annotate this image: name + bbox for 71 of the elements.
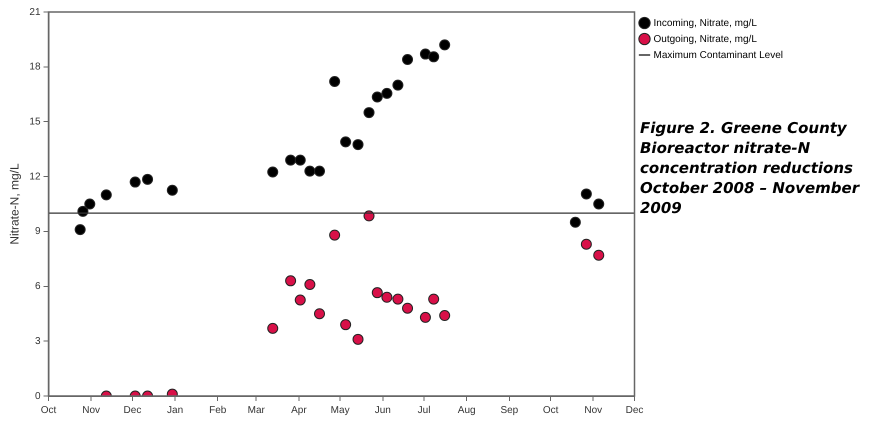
point	[580, 188, 592, 200]
x-tick-label: Apr	[291, 404, 308, 416]
x-tick-label: May	[330, 404, 350, 416]
point	[294, 294, 306, 306]
point	[402, 54, 414, 66]
point	[329, 230, 340, 241]
point	[372, 287, 383, 298]
y-tick-label: 6	[34, 281, 41, 292]
point	[100, 189, 112, 200]
point	[340, 136, 352, 148]
y-tick-label: 15	[29, 116, 41, 128]
point	[439, 39, 450, 50]
point	[364, 107, 375, 118]
point	[593, 198, 604, 210]
point	[294, 154, 306, 166]
x-tick-label: Jul	[418, 404, 430, 416]
x-tick-label: Mar	[248, 404, 266, 416]
legend-label: Incoming, Nitrate, mg/L	[654, 18, 758, 29]
point	[381, 88, 392, 99]
legend-label: Maximum Contaminant Level	[654, 50, 784, 61]
point	[593, 250, 604, 261]
y-tick-label: 21	[29, 6, 41, 18]
point	[314, 166, 326, 177]
x-tick-label: Dec	[626, 404, 644, 416]
point	[267, 166, 278, 178]
point	[392, 294, 404, 305]
point	[580, 238, 592, 250]
x-tick-label: Oct	[40, 404, 57, 416]
point	[285, 154, 296, 166]
x-tick-label: Nov	[584, 404, 602, 416]
point	[352, 139, 364, 150]
point	[570, 216, 581, 228]
point	[364, 210, 375, 222]
y-tick-label: 9	[34, 226, 41, 238]
point	[267, 322, 278, 334]
x-tick-label: Oct	[542, 404, 559, 416]
y-tick-label: 0	[34, 390, 41, 402]
point	[381, 292, 392, 303]
point	[74, 224, 86, 236]
x-tick-label: Sep	[500, 404, 519, 416]
y-tick-label: 18	[29, 62, 41, 73]
point	[352, 334, 364, 345]
x-tick-label: Jan	[167, 404, 184, 416]
point	[84, 198, 96, 210]
y-tick-label: 3	[34, 336, 41, 347]
point	[372, 92, 383, 103]
point	[392, 80, 404, 91]
point	[428, 294, 440, 305]
point	[439, 310, 450, 322]
text: Figure 2. Greene County Bioreactor nitrate-N concentration reductions October 2008 – November 2009	[640, 118, 861, 218]
point	[285, 275, 296, 286]
point	[166, 184, 178, 196]
point	[329, 76, 340, 87]
x-tick-label: Feb	[209, 404, 227, 416]
x-tick-label: Jun	[374, 404, 391, 416]
point	[314, 308, 326, 320]
point	[304, 166, 316, 177]
point	[420, 48, 431, 60]
point	[428, 51, 440, 62]
x-tick-label: Aug	[458, 404, 476, 416]
x-tick-label: Dec	[124, 404, 142, 416]
x-tick-label: Nov	[82, 404, 100, 416]
y-axis-title: Nitrate-N, mg/L	[8, 163, 22, 245]
point	[142, 174, 154, 185]
point	[340, 319, 352, 330]
point	[130, 176, 141, 188]
y-tick-label: 12	[29, 171, 41, 182]
point	[304, 278, 316, 290]
point	[420, 312, 431, 323]
point	[402, 302, 414, 314]
legend-label: Outgoing, Nitrate, mg/L	[654, 34, 758, 45]
